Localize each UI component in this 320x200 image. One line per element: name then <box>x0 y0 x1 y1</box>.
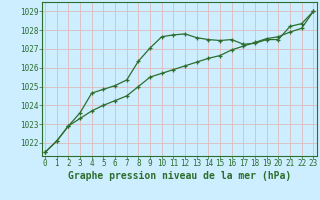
X-axis label: Graphe pression niveau de la mer (hPa): Graphe pression niveau de la mer (hPa) <box>68 171 291 181</box>
